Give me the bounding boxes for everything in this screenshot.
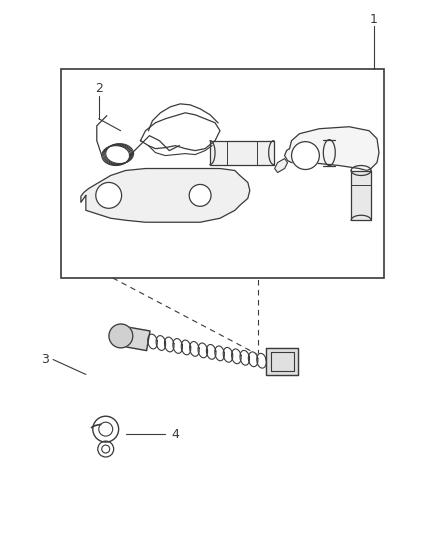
Polygon shape <box>181 340 191 355</box>
Polygon shape <box>231 349 240 364</box>
Circle shape <box>189 184 211 206</box>
Bar <box>61 69 383 278</box>
Polygon shape <box>198 343 207 358</box>
Circle shape <box>98 441 113 457</box>
Polygon shape <box>105 144 132 164</box>
Polygon shape <box>206 344 215 359</box>
Polygon shape <box>240 350 249 365</box>
Polygon shape <box>147 334 157 349</box>
Polygon shape <box>81 168 249 222</box>
Polygon shape <box>265 348 297 375</box>
Polygon shape <box>102 146 129 166</box>
Polygon shape <box>106 144 133 164</box>
Polygon shape <box>284 127 378 171</box>
Polygon shape <box>164 337 173 352</box>
Text: 4: 4 <box>171 427 179 441</box>
Circle shape <box>92 416 118 442</box>
Circle shape <box>102 445 110 453</box>
Polygon shape <box>214 346 224 361</box>
Circle shape <box>95 182 121 208</box>
Polygon shape <box>156 336 165 350</box>
Text: 2: 2 <box>95 83 102 95</box>
Polygon shape <box>248 352 257 367</box>
Polygon shape <box>173 338 182 353</box>
Polygon shape <box>209 141 273 165</box>
Text: 1: 1 <box>369 13 377 26</box>
Circle shape <box>109 324 133 348</box>
Polygon shape <box>256 353 266 368</box>
Polygon shape <box>274 158 287 173</box>
Polygon shape <box>189 342 199 356</box>
Text: 3: 3 <box>41 353 49 366</box>
Polygon shape <box>140 113 219 151</box>
Circle shape <box>99 422 113 436</box>
Polygon shape <box>119 326 150 351</box>
Circle shape <box>291 142 318 169</box>
Polygon shape <box>223 348 232 362</box>
Polygon shape <box>350 171 370 220</box>
Polygon shape <box>103 144 131 165</box>
Polygon shape <box>102 145 130 165</box>
